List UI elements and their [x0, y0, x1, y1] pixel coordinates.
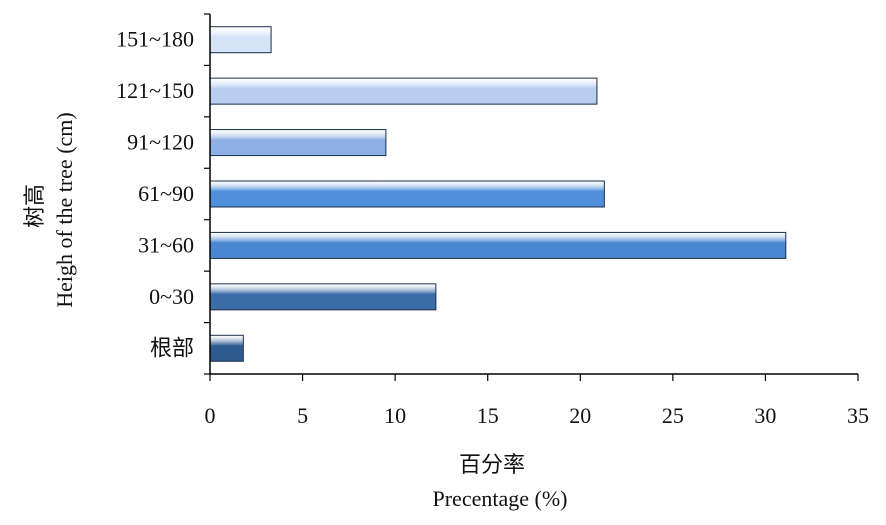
- y-tick-label: 121~150: [116, 78, 194, 103]
- x-tick-label: 30: [754, 403, 776, 428]
- x-tick-label: 20: [569, 403, 591, 428]
- x-ticks-group: 0 5 10 15 20 25 30 35: [205, 374, 869, 428]
- x-tick-label: 5: [297, 403, 308, 428]
- y-tick-label: 根部: [150, 336, 194, 361]
- x-axis-title-en: Precentage (%): [433, 486, 568, 511]
- bar-6: [209, 334, 244, 362]
- x-axis-title-cn: 百分率: [459, 453, 525, 478]
- y-axis-title-cn: 树高: [23, 184, 48, 228]
- bar-4: [209, 231, 787, 259]
- y-tick-label: 61~90: [138, 181, 194, 206]
- x-tick-label: 35: [847, 403, 869, 428]
- y-axis-title-en: Heigh of the tree (cm): [52, 112, 77, 307]
- bar-3: [209, 180, 605, 208]
- bar-0: [209, 26, 272, 54]
- axes-group: [209, 14, 858, 375]
- x-tick-label: 25: [662, 403, 684, 428]
- x-tick-label: 10: [384, 403, 406, 428]
- bars-group: [209, 26, 787, 362]
- y-tick-label: 151~180: [116, 27, 194, 52]
- y-tick-label: 0~30: [149, 284, 194, 309]
- bar-5: [209, 283, 437, 311]
- y-tick-label: 91~120: [127, 130, 194, 155]
- bar-2: [209, 129, 387, 157]
- y-tick-label: 31~60: [138, 232, 194, 257]
- x-tick-label: 15: [477, 403, 499, 428]
- y-ticks-group: 151~180 121~150 91~120 61~90 31~60 0~30 根部: [116, 13, 210, 375]
- x-tick-label: 0: [205, 403, 216, 428]
- bar-1: [209, 77, 598, 105]
